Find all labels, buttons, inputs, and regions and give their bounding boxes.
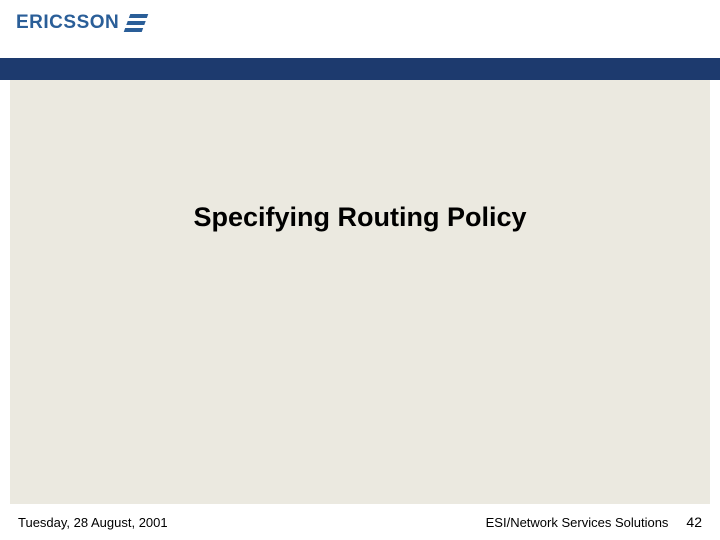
header-divider-bar [0,58,720,80]
footer-right: ESI/Network Services Solutions 42 [486,514,702,530]
brand-logo: ERICSSON [16,12,704,34]
brand-name: ERICSSON [16,12,119,34]
header: ERICSSON [0,0,720,58]
content-area: Specifying Routing Policy [10,80,710,504]
footer-org: ESI/Network Services Solutions [486,515,669,530]
slide-title: Specifying Routing Policy [10,202,710,233]
brand-stripes-icon [124,14,149,32]
footer-date: Tuesday, 28 August, 2001 [18,515,168,530]
footer: Tuesday, 28 August, 2001 ESI/Network Ser… [0,504,720,540]
page-number: 42 [686,514,702,530]
